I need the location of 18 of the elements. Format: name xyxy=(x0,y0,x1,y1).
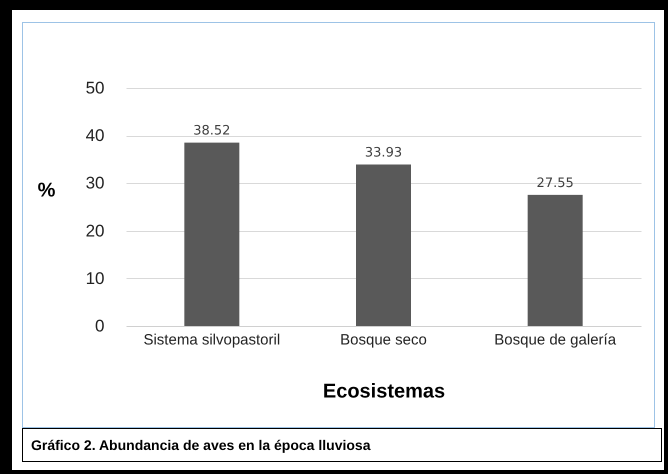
data-label: 33.93 xyxy=(364,145,402,160)
y-tick-label: 10 xyxy=(86,268,104,288)
y-tick-label: 50 xyxy=(86,78,104,98)
text: Gráfico 2. Abundancia de aves en la época lluviosa xyxy=(22,428,662,462)
y-tick-label: 40 xyxy=(86,126,104,146)
bar xyxy=(184,142,240,326)
x-tick-label: Bosque de galería xyxy=(494,332,617,348)
y-axis-title: % xyxy=(38,180,56,202)
x-axis-title: Ecosistemas xyxy=(322,380,446,402)
bar xyxy=(356,164,411,326)
x-tick-label: Sistema silvopastoril xyxy=(143,332,280,348)
x-tick-label: Bosque seco xyxy=(340,332,427,348)
y-tick-label: 0 xyxy=(95,316,104,336)
bar xyxy=(528,194,583,326)
y-tick-label: 30 xyxy=(86,174,104,193)
data-label: 38.52 xyxy=(193,124,230,139)
y-tick-label: 20 xyxy=(86,221,104,240)
data-label: 27.55 xyxy=(536,176,574,191)
